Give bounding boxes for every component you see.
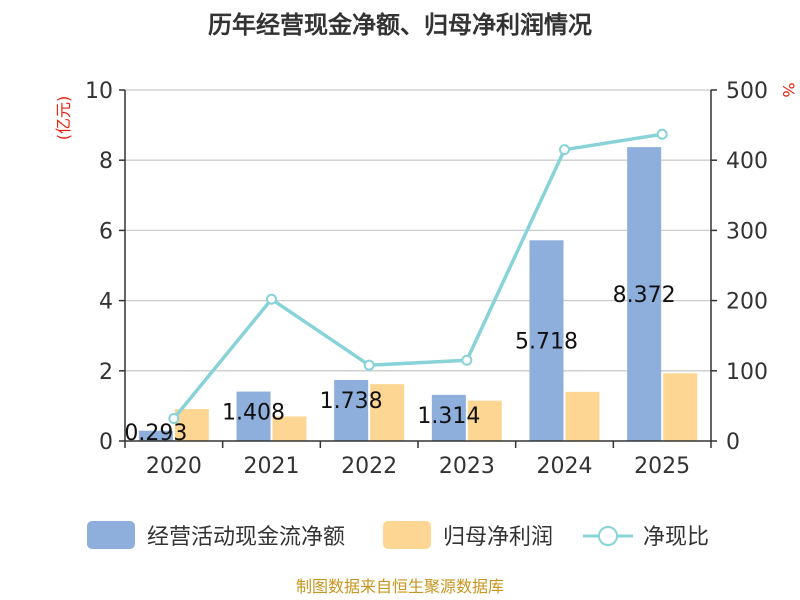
bar-cash-flow [627,147,662,441]
bar-data-label: 8.372 [613,283,676,308]
right-axis-tick-label: 300 [726,219,768,244]
right-axis-tick-label: 500 [726,79,768,104]
bar-series [138,147,698,441]
chart-title: 历年经营现金净额、归母净利润情况 [208,11,592,39]
source-note: 制图数据来自恒生聚源数据库 [296,577,504,596]
x-axis-tick-label: 2025 [634,454,690,479]
net-cash-ratio-point [461,354,473,366]
right-axis-tick-label: 400 [726,149,768,174]
bar-cash-flow [431,394,466,441]
net-cash-ratio-line [172,132,663,420]
bar-net-profit [174,409,209,441]
bar-net-profit [272,416,307,441]
bar-net-profit [370,384,405,441]
left-axis-tick-label: 4 [99,290,113,315]
x-axis-tick-label: 2023 [439,454,495,479]
bar-cash-flow [236,391,271,441]
legend[interactable]: 经营活动现金流净额 归母净利润 净现比 [87,521,709,550]
right-axis-tick-label: 0 [726,430,740,455]
line-series [168,128,668,425]
net-cash-ratio-point [656,128,668,140]
bar-net-profit [663,373,698,441]
right-axis-tick-label: 200 [726,290,768,315]
bar-cash-flow [529,240,564,441]
x-axis-tick-label: 2024 [537,454,593,479]
net-cash-ratio-point [168,413,180,425]
legend-swatch [87,521,135,549]
bar-net-profit [565,391,600,441]
legend-label: 净现比 [643,525,709,550]
legend-marker [598,526,618,546]
bar-data-label: 5.718 [515,330,578,355]
bar-net-profit [467,400,502,441]
left-axis-tick-label: 0 [99,430,113,455]
legend-swatch [383,521,431,549]
bar-data-label: 1.408 [222,401,285,426]
legend-label: 经营活动现金流净额 [147,525,345,550]
x-axis-tick-label: 2022 [341,454,397,479]
bar-data-label: 1.314 [417,404,480,429]
left-axis-tick-label: 8 [99,149,113,174]
left-axis-tick-label: 6 [99,219,113,244]
bar-data-label: 1.738 [320,389,383,414]
net-cash-ratio-point [266,293,277,305]
data-labels: 0.293 1.408 1.738 1.314 5.718 8.372 [124,283,675,446]
left-axis-unit: (亿元) [54,96,73,141]
legend-item-net-cash-ratio[interactable]: 净现比 [583,525,709,550]
net-cash-ratio-point [363,359,375,371]
left-axis-tick-label: 10 [85,79,113,104]
legend-label: 归母净利润 [443,525,553,550]
bar-data-label: 0.293 [124,421,187,446]
left-axis-tick-label: 2 [99,360,113,385]
right-axis-tick-label: 100 [726,360,768,385]
right-axis-unit: % [779,82,798,97]
x-axis-tick-label: 2020 [146,454,202,479]
net-cash-ratio-point [559,144,570,156]
gridlines [125,89,711,372]
legend-item-net-profit[interactable]: 归母净利润 [383,521,553,550]
legend-item-cash-flow[interactable]: 经营活动现金流净额 [87,521,345,550]
bar-cash-flow [334,379,369,441]
x-axis-tick-label: 2021 [244,454,300,479]
bar-cash-flow [138,430,173,441]
